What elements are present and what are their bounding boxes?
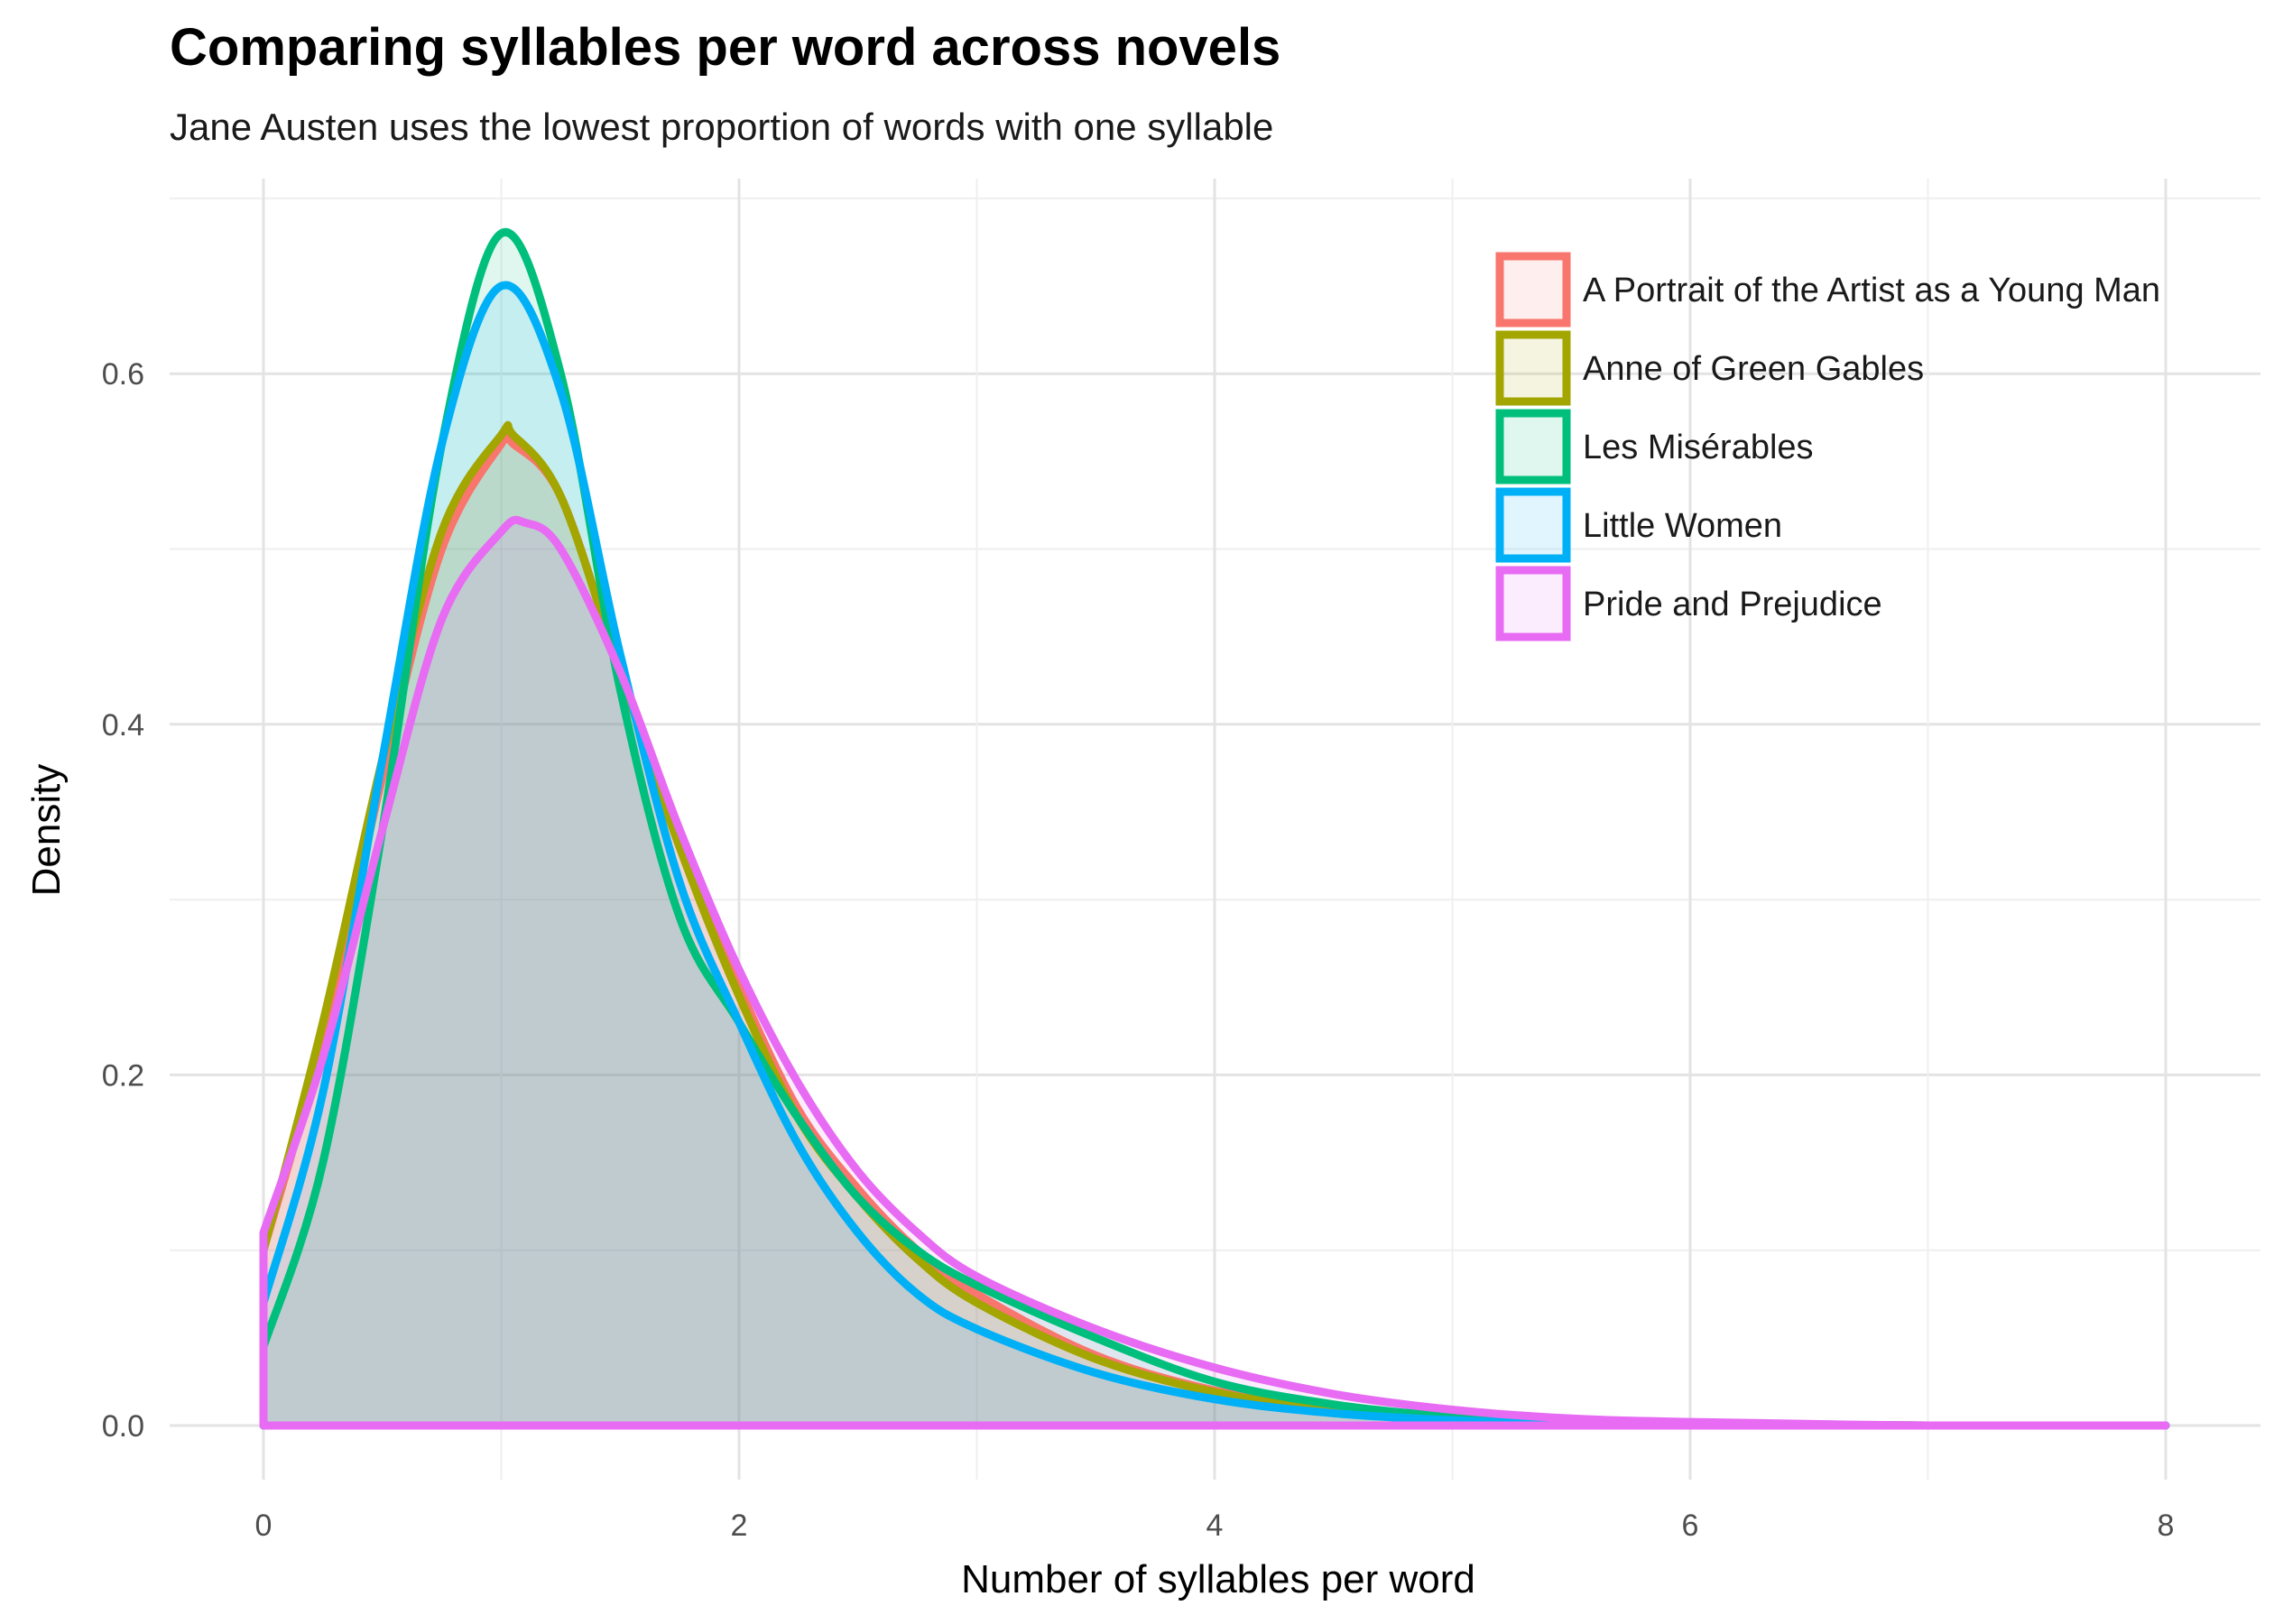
y-tick-label: 0.0 xyxy=(102,1409,144,1444)
y-axis-ticks: 0.0 0.2 0.4 0.6 xyxy=(102,357,144,1444)
grid-lines xyxy=(170,179,2260,1480)
x-tick-label: 8 xyxy=(2158,1509,2175,1543)
density-areas xyxy=(263,232,2166,1426)
x-axis-title: Number of syllables per word xyxy=(961,1557,1475,1601)
x-tick-label: 0 xyxy=(255,1509,273,1543)
y-tick-label: 0.6 xyxy=(102,357,144,392)
chart-subtitle: Jane Austen uses the lowest proportion o… xyxy=(170,106,1273,148)
legend-key xyxy=(1495,487,1571,563)
x-tick-label: 2 xyxy=(731,1509,748,1543)
y-axis-title: Density xyxy=(24,764,69,897)
density-area-0 xyxy=(263,433,2166,1426)
legend-label: Pride and Prejudice xyxy=(1583,586,1882,623)
density-line-4 xyxy=(259,515,2170,1430)
y-tick-label: 0.2 xyxy=(102,1058,144,1093)
density-area-2 xyxy=(263,232,2166,1426)
legend-key xyxy=(1495,330,1571,406)
legend-key xyxy=(1495,252,1571,328)
x-tick-label: 6 xyxy=(1682,1509,1699,1543)
legend-label: Anne of Green Gables xyxy=(1583,350,1924,388)
legend-label: Little Women xyxy=(1583,507,1782,545)
x-axis-ticks: 0 2 4 6 8 xyxy=(255,1509,2175,1543)
legend-key xyxy=(1495,409,1571,484)
legend-label: Les Misérables xyxy=(1583,429,1814,466)
density-lines xyxy=(259,228,2170,1430)
density-area-1 xyxy=(263,425,2166,1426)
density-area-4 xyxy=(263,520,2166,1426)
legend: A Portrait of the Artist as a Young Man A… xyxy=(1495,252,2160,641)
legend-key xyxy=(1495,566,1571,641)
legend-label: A Portrait of the Artist as a Young Man xyxy=(1583,272,2160,309)
y-tick-label: 0.4 xyxy=(102,708,144,743)
density-area-3 xyxy=(263,284,2166,1426)
x-tick-label: 4 xyxy=(1206,1509,1224,1543)
chart-title: Comparing syllables per word across nove… xyxy=(170,18,1280,77)
